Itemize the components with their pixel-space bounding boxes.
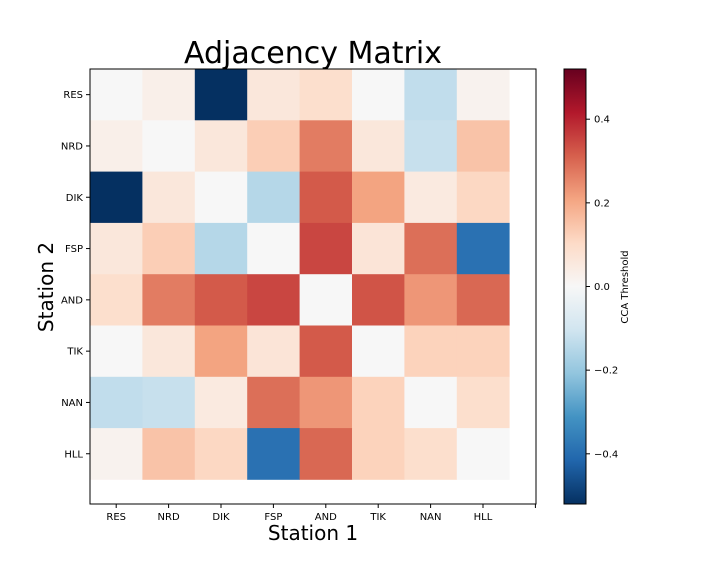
y-tick-label: DIK [66,193,84,204]
heatmap-cell [142,325,196,378]
heatmap-cell [404,325,458,378]
x-axis-label: Station 1 [268,521,358,545]
heatmap-cell [194,120,248,172]
heatmap-cell [352,120,405,172]
heatmap-cell [90,376,143,429]
heatmap-cell [142,376,196,429]
colorbar-tick-label: 0.0 [594,282,610,293]
x-tick-label: RES [106,512,126,523]
heatmap-cell [456,428,510,480]
heatmap-cell [404,274,458,326]
heatmap-cell [142,428,196,480]
heatmap-cell [404,222,458,275]
x-tick-label: HLL [474,512,493,523]
y-tick-label: HLL [64,449,83,460]
y-tick-label: NRD [61,141,83,152]
heatmap-cell [404,376,458,429]
heatmap-cell [404,69,458,121]
heatmap-cell [90,222,143,275]
heatmap-cell [404,171,458,224]
heatmap-cell [194,274,248,326]
heatmap-cell [194,428,248,480]
heatmap-cell [299,171,353,224]
heatmap-cell [299,376,353,429]
heatmap-cell [404,120,458,172]
heatmap-cell [299,325,353,378]
heatmap-cell [456,120,510,172]
colorbar-label: CCA Threshold [620,250,631,323]
heatmap-cell [456,376,510,429]
heatmap-cell [247,222,300,275]
heatmap-cells [90,69,510,480]
heatmap-cell [90,428,143,480]
heatmap-cell [142,171,196,224]
heatmap-cell [247,69,300,121]
heatmap-cell [352,222,405,275]
heatmap-cell [90,274,143,326]
y-tick-label: NAN [61,398,83,409]
y-tick-label: RES [63,90,83,101]
heatmap-cell [352,325,405,378]
heatmap-cell [194,325,248,378]
x-tick-label: TIK [369,512,386,523]
heatmap-cell [90,120,143,172]
heatmap-cell [247,171,300,224]
heatmap-cell [142,222,196,275]
heatmap-cell [194,376,248,429]
heatmap-cell [456,274,510,326]
x-tick-label: DIK [212,512,230,523]
heatmap-cell [456,171,510,224]
x-tick-label: FSP [264,512,282,523]
x-tick-label: AND [315,512,337,523]
heatmap-cell [404,428,458,480]
heatmap-cell [142,274,196,326]
heatmap-cell [352,376,405,429]
heatmap-cell [247,120,300,172]
y-axis-label: Station 2 [34,242,58,332]
heatmap-cell [142,69,196,121]
heatmap-cell [299,120,353,172]
heatmap-cell [456,325,510,378]
heatmap-cell [352,274,405,326]
y-tick-label: AND [61,295,83,306]
colorbar-tick-label: −0.4 [594,449,618,460]
colorbar-tick-label: −0.2 [594,366,618,377]
heatmap-cell [456,222,510,275]
heatmap-cell [352,428,405,480]
y-tick-label: FSP [65,244,83,255]
colorbar-ticks: −0.4 −0.2 0.0 0.2 0.4 [586,115,618,460]
heatmap-cell [299,428,353,480]
colorbar [564,69,586,504]
heatmap-cell [194,69,248,121]
heatmap-cell [247,325,300,378]
heatmap-cell [247,376,300,429]
heatmap-cell [247,274,300,326]
heatmap-cell [299,222,353,275]
heatmap-cell [456,69,510,121]
y-axis-ticks: RES NRD DIK FSP AND TIK NAN HLL [61,90,90,460]
heatmap-cell [90,69,143,121]
heatmap-cell [299,274,353,326]
heatmap-cell [299,69,353,121]
heatmap-cell [352,171,405,224]
heatmap-cell [90,171,143,224]
heatmap-cell [90,325,143,378]
heatmap-cell [194,222,248,275]
heatmap-cell [142,120,196,172]
x-tick-label: NAN [420,512,442,523]
heatmap-cell [247,428,300,480]
chart-title: Adjacency Matrix [184,36,442,71]
colorbar-tick-label: 0.4 [594,115,610,126]
y-tick-label: TIK [66,347,83,358]
heatmap-cell [194,171,248,224]
x-tick-label: NRD [158,512,180,523]
heatmap-cell [352,69,405,121]
x-axis-ticks: RES NRD DIK FSP AND TIK NAN HLL [106,504,536,523]
colorbar-tick-label: 0.2 [594,198,610,209]
plot-frame [89,68,537,505]
